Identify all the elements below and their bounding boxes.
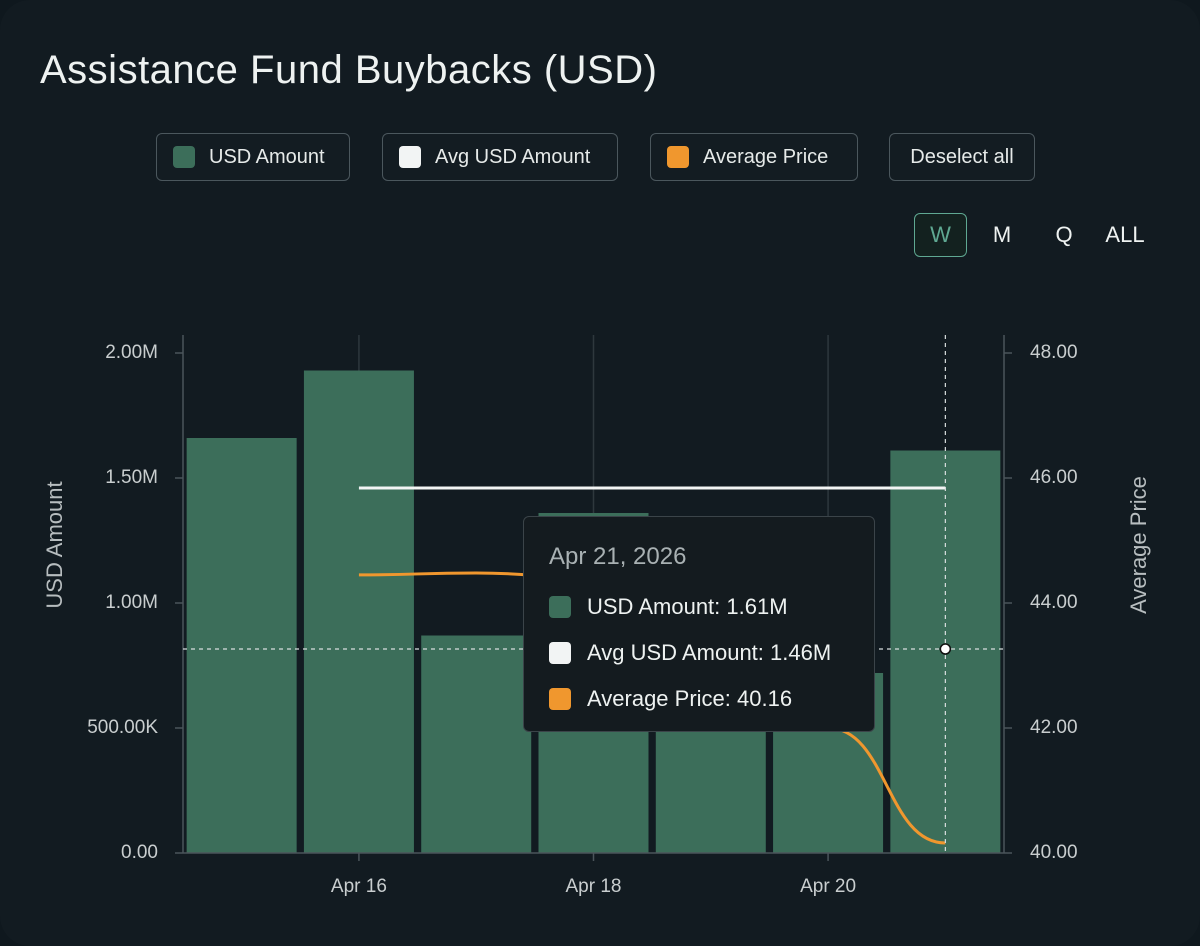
deselect-all-button[interactable]: Deselect all xyxy=(889,133,1035,181)
tooltip-date: Apr 21, 2026 xyxy=(549,543,687,570)
bar-usd-amount xyxy=(421,635,532,853)
legend-avg-usd-amount[interactable]: Avg USD Amount xyxy=(382,133,618,181)
legend-label-avg-usd-amount: Avg USD Amount xyxy=(435,145,591,168)
tooltip-swatch-avg-usd-amount xyxy=(549,642,571,664)
y2-axis-title: Average Price xyxy=(1126,476,1151,614)
y-tick-label: 1.00M xyxy=(105,592,158,613)
y2-tick-label: 48.00 xyxy=(1030,342,1078,363)
crosshair-dot xyxy=(939,643,952,655)
y2-tick-label: 46.00 xyxy=(1030,467,1078,488)
y-axis-title: USD Amount xyxy=(42,481,67,608)
tooltip-swatch-usd-amount xyxy=(549,596,571,618)
legend-label-usd-amount: USD Amount xyxy=(209,145,325,168)
y2-tick-label: 44.00 xyxy=(1030,592,1078,613)
range-month-button[interactable]: M xyxy=(992,222,1012,247)
y2-tick-label: 42.00 xyxy=(1030,717,1078,738)
hover-tooltip: Apr 21, 2026 USD Amount: 1.61M Avg USD A… xyxy=(523,516,875,732)
chart-title: Assistance Fund Buybacks (USD) xyxy=(40,48,658,92)
y-tick-label: 500.00K xyxy=(87,717,158,738)
legend-swatch-avg-usd-amount xyxy=(399,146,421,168)
tooltip-text-avg-usd-amount: Avg USD Amount: 1.46M xyxy=(587,640,832,665)
legend-swatch-usd-amount xyxy=(173,146,195,168)
tooltip-row-usd-amount: USD Amount: 1.61M xyxy=(549,594,788,620)
bar-usd-amount xyxy=(303,370,414,853)
tooltip-row-average-price: Average Price: 40.16 xyxy=(549,686,792,712)
tooltip-row-avg-usd-amount: Avg USD Amount: 1.46M xyxy=(549,640,831,666)
y2-tick-label: 40.00 xyxy=(1030,842,1078,863)
legend-average-price[interactable]: Average Price xyxy=(650,133,858,181)
label-layer: USD Amount Average Price 0.00 500.00K 1.00… xyxy=(42,342,1151,897)
tooltip-swatch-average-price xyxy=(549,688,571,710)
tooltip-text-usd-amount: USD Amount: 1.61M xyxy=(587,594,788,619)
range-all-button[interactable]: ALL xyxy=(1105,222,1145,247)
x-tick-label: Apr 18 xyxy=(566,876,622,897)
y-tick-label: 2.00M xyxy=(105,342,158,363)
bar-usd-amount xyxy=(186,438,297,853)
legend-swatch-average-price xyxy=(667,146,689,168)
axis-layer xyxy=(175,335,1012,861)
legend-label-average-price: Average Price xyxy=(703,145,829,168)
range-week-button[interactable]: W xyxy=(914,213,967,257)
legend-usd-amount[interactable]: USD Amount xyxy=(156,133,350,181)
x-tick-label: Apr 16 xyxy=(331,876,387,897)
x-tick-label: Apr 20 xyxy=(800,876,856,897)
y-tick-label: 1.50M xyxy=(105,467,158,488)
tooltip-text-average-price: Average Price: 40.16 xyxy=(587,686,793,711)
range-quarter-button[interactable]: Q xyxy=(1055,222,1073,247)
y-tick-label: 0.00 xyxy=(121,842,158,863)
